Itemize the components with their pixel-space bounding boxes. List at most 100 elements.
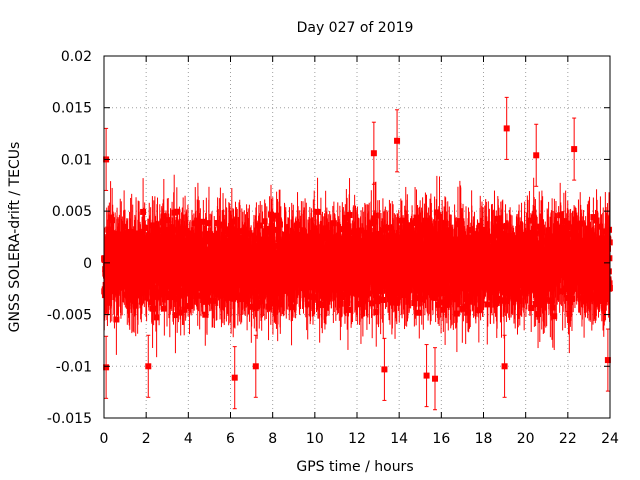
data-point	[159, 219, 166, 226]
data-point	[274, 279, 281, 286]
data-point	[218, 276, 225, 283]
data-point	[464, 309, 471, 316]
data-point	[248, 303, 255, 310]
data-point	[402, 243, 409, 250]
data-point	[227, 273, 234, 280]
data-point	[362, 240, 369, 247]
data-point	[448, 237, 455, 244]
data-point	[243, 249, 250, 256]
data-point	[390, 287, 397, 294]
data-point	[237, 282, 244, 289]
data-point	[129, 258, 136, 265]
data-point	[436, 278, 443, 285]
data-point	[157, 264, 164, 271]
data-point	[175, 238, 182, 245]
data-point	[411, 260, 418, 267]
data-point	[418, 296, 425, 303]
data-point	[132, 242, 139, 249]
data-point	[314, 208, 321, 215]
data-point	[121, 223, 128, 230]
data-point	[346, 266, 353, 273]
data-point	[150, 226, 157, 233]
data-point	[179, 287, 186, 294]
data-point	[253, 270, 260, 277]
data-point	[444, 227, 451, 234]
data-point	[415, 287, 422, 294]
data-point	[423, 219, 430, 226]
data-point	[196, 247, 203, 254]
data-point	[180, 291, 187, 298]
data-point	[373, 266, 380, 273]
data-point	[428, 265, 435, 272]
data-point	[135, 235, 142, 242]
data-point	[127, 238, 134, 245]
data-point	[156, 239, 163, 246]
data-point	[271, 289, 278, 296]
data-point	[253, 278, 260, 285]
data-point	[466, 247, 473, 254]
data-point	[398, 217, 405, 224]
data-point	[109, 217, 116, 224]
data-point	[428, 274, 435, 281]
data-point	[338, 260, 345, 267]
data-point	[279, 254, 286, 261]
data-point	[409, 231, 416, 238]
data-point	[344, 300, 351, 307]
data-point	[347, 245, 354, 252]
data-point	[226, 231, 233, 238]
data-point	[184, 230, 191, 237]
data-point	[345, 240, 352, 247]
data-point	[339, 226, 346, 233]
data-point	[435, 255, 442, 262]
data-point	[288, 233, 295, 240]
data-point	[354, 268, 361, 275]
data-point	[300, 285, 307, 292]
data-point	[467, 285, 474, 292]
data-point	[233, 243, 240, 250]
data-point	[275, 283, 282, 290]
data-point	[449, 245, 456, 252]
data-point	[153, 314, 160, 321]
data-point	[386, 258, 393, 265]
data-point	[417, 253, 424, 260]
data-point	[234, 258, 241, 265]
data-point	[209, 267, 216, 274]
data-point	[338, 285, 345, 292]
data-point	[436, 270, 443, 277]
data-point	[151, 269, 158, 276]
data-point	[137, 247, 144, 254]
data-point	[145, 279, 152, 286]
data-point	[131, 296, 138, 303]
data-point	[113, 239, 120, 246]
data-point	[460, 280, 467, 287]
data-point	[150, 245, 157, 252]
data-point	[253, 235, 260, 242]
data-point	[348, 281, 355, 288]
data-point	[282, 236, 289, 243]
data-point	[288, 290, 295, 297]
data-point	[244, 238, 251, 245]
data-point	[302, 233, 309, 240]
data-point	[243, 283, 250, 290]
data-point	[318, 256, 325, 263]
data-point	[346, 212, 353, 219]
data-point	[154, 231, 161, 238]
data-point	[182, 286, 189, 293]
data-point	[391, 247, 398, 254]
data-point	[428, 279, 435, 286]
data-point	[256, 299, 263, 306]
data-point	[389, 232, 396, 239]
data-point	[447, 276, 454, 283]
data-point	[446, 234, 453, 241]
data-point	[160, 213, 167, 220]
data-point	[195, 224, 202, 231]
data-points	[101, 208, 613, 323]
data-point	[294, 221, 301, 228]
data-point	[168, 230, 175, 237]
data-point	[401, 263, 408, 270]
data-point	[384, 244, 391, 251]
data-point	[189, 232, 196, 239]
data-point	[388, 244, 395, 251]
data-point	[141, 239, 148, 246]
data-point	[434, 231, 441, 238]
